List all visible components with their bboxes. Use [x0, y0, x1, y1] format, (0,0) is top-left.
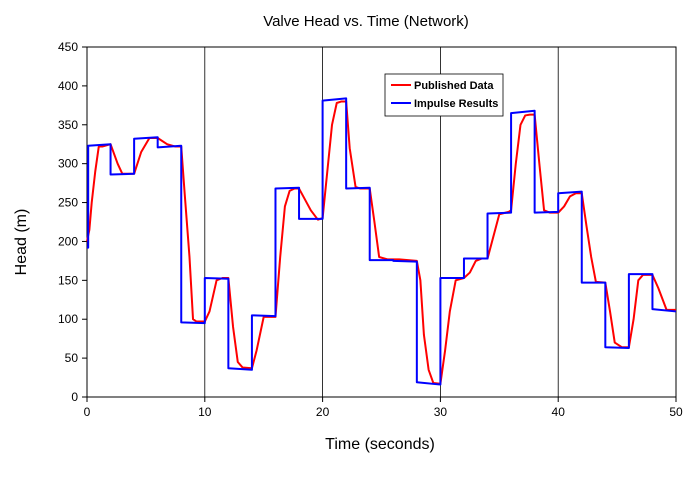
y-tick-label: 350 [58, 118, 78, 132]
series-line-impulse-results [87, 97, 677, 386]
legend: Published Data Impulse Results [384, 73, 504, 117]
y-tick-label: 150 [58, 273, 78, 287]
y-tick-label: 450 [58, 40, 78, 54]
y-tick-label: 400 [58, 79, 78, 93]
y-tick-label: 200 [58, 234, 78, 248]
plot-frame [86, 46, 677, 398]
x-axis-title: Time (seconds) [325, 436, 435, 453]
x-tick-label: 20 [316, 405, 330, 419]
y-tick-label: 50 [65, 351, 79, 365]
y-tick-label: 250 [58, 196, 78, 210]
x-tick-label: 0 [84, 405, 91, 419]
series-layer [86, 97, 677, 386]
legend-label-published: Published Data [414, 80, 494, 92]
y-tick-label: 100 [58, 312, 78, 326]
y-axis-title: Head (m) [13, 209, 30, 276]
x-tick-label: 10 [198, 405, 212, 419]
y-tick-label: 0 [71, 390, 78, 404]
legend-box [384, 73, 504, 117]
chart-title: Valve Head vs. Time (Network) [263, 13, 469, 30]
ticks: 0 10 20 30 40 50 0 50 100 150 200 250 300 350 400 450 [58, 40, 683, 419]
x-tick-label: 30 [434, 405, 448, 419]
legend-label-impulse: Impulse Results [414, 98, 498, 110]
series-line-published-data [86, 100, 676, 385]
x-tick-label: 50 [669, 405, 683, 419]
x-tick-label: 40 [552, 405, 566, 419]
y-tick-label: 300 [58, 157, 78, 171]
